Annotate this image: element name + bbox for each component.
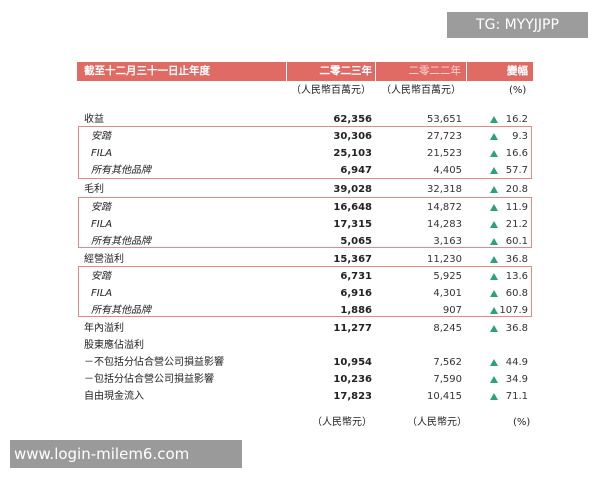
row-value-change: 11.9 <box>505 202 528 213</box>
up-arrow-icon <box>490 256 498 263</box>
row-label: 所有其他品牌 <box>91 165 151 176</box>
row-value-change: 34.9 <box>505 374 528 385</box>
row-value-prior: 4,301 <box>433 288 462 299</box>
row-label: FILA <box>91 288 113 299</box>
row-value-current: 17,315 <box>333 219 372 230</box>
row-value-current: 11,277 <box>333 323 372 334</box>
row-value-change: 57.7 <box>505 165 528 176</box>
row-value-prior: 7,562 <box>433 357 462 368</box>
up-arrow-icon <box>490 186 498 193</box>
row-label: 毛利 <box>84 184 104 195</box>
row-value-prior: 8,245 <box>433 323 462 334</box>
row-value-current: 15,367 <box>333 254 372 265</box>
watermark-bottom: www.login-milem6.com <box>10 440 242 468</box>
row-value-prior: 5,925 <box>433 271 462 282</box>
footer-unit-prior: （人民幣元） <box>407 417 467 428</box>
row-label: 收益 <box>84 114 104 125</box>
row-value-current: 5,065 <box>340 236 372 247</box>
up-arrow-icon <box>490 150 498 157</box>
row-value-prior: 7,590 <box>433 374 462 385</box>
gross-profit-brand-box <box>78 197 532 248</box>
row-label: FILA <box>91 219 113 230</box>
row-value-current: 62,356 <box>333 114 372 125</box>
row-value-current: 25,103 <box>333 148 372 159</box>
up-arrow-icon <box>490 359 498 366</box>
row-value-change: 36.8 <box>505 254 528 265</box>
row-value-change: 107.9 <box>499 305 528 316</box>
row-value-prior: 27,723 <box>427 131 462 142</box>
row-value-prior: 11,230 <box>427 254 462 265</box>
row-value-change: 60.8 <box>505 288 528 299</box>
row-value-prior: 4,405 <box>433 165 462 176</box>
unit-change: (%) <box>509 85 527 96</box>
row-value-change: 13.6 <box>505 271 528 282</box>
row-value-prior: 907 <box>442 305 462 316</box>
row-value-current: 10,954 <box>333 357 372 368</box>
up-arrow-icon <box>490 133 498 140</box>
row-label: 股東應佔溢利 <box>84 340 144 351</box>
row-label: －包括分佔合營公司損益影響 <box>84 374 214 385</box>
row-value-current: 17,823 <box>333 391 372 402</box>
header-year-current: 二零二三年 <box>287 62 375 81</box>
header-period-label: 截至十二月三十一日止年度 <box>77 62 286 81</box>
row-value-change: 36.8 <box>505 323 528 334</box>
header-change: 變幅 <box>467 62 533 81</box>
row-value-change: 16.2 <box>505 114 528 125</box>
up-arrow-icon <box>490 325 498 332</box>
row-value-current: 6,947 <box>340 165 372 176</box>
watermark-top: TG: MYYJJPP <box>447 12 588 38</box>
row-value-change: 44.9 <box>505 357 528 368</box>
row-label: 所有其他品牌 <box>91 236 151 247</box>
up-arrow-icon <box>490 393 498 400</box>
row-value-current: 16,648 <box>333 202 372 213</box>
row-label: 自由現金流入 <box>84 391 144 402</box>
row-value-change: 21.2 <box>505 219 528 230</box>
row-value-change: 16.6 <box>505 148 528 159</box>
row-value-prior: 14,283 <box>427 219 462 230</box>
up-arrow-icon <box>490 204 498 211</box>
row-label: 經營溢利 <box>84 254 124 265</box>
footer-unit-change: (%) <box>513 417 531 428</box>
row-value-prior: 21,523 <box>427 148 462 159</box>
row-label: 年內溢利 <box>84 323 124 334</box>
row-value-current: 6,731 <box>340 271 372 282</box>
up-arrow-icon <box>490 273 498 280</box>
row-value-current: 39,028 <box>333 184 372 195</box>
operating-profit-brand-box <box>78 266 532 317</box>
row-value-prior: 14,872 <box>427 202 462 213</box>
row-value-current: 6,916 <box>340 288 372 299</box>
up-arrow-icon <box>490 238 498 245</box>
up-arrow-icon <box>490 167 498 174</box>
row-label: 安踏 <box>91 202 111 213</box>
revenue-brand-box <box>78 126 532 179</box>
unit-prior: （人民幣百萬元） <box>381 85 461 96</box>
row-value-current: 10,236 <box>333 374 372 385</box>
row-value-prior: 53,651 <box>427 114 462 125</box>
row-value-prior: 10,415 <box>427 391 462 402</box>
row-label: －不包括分佔合營公司損益影響 <box>84 357 224 368</box>
unit-current: （人民幣百萬元） <box>291 85 371 96</box>
row-value-change: 9.3 <box>512 131 528 142</box>
row-label: 安踏 <box>91 271 111 282</box>
row-value-change: 60.1 <box>505 236 528 247</box>
up-arrow-icon <box>490 290 498 297</box>
row-label: FILA <box>91 148 113 159</box>
footer-unit-current: （人民幣元） <box>312 417 372 428</box>
row-label: 所有其他品牌 <box>91 305 151 316</box>
row-value-change: 71.1 <box>505 391 528 402</box>
up-arrow-icon <box>490 116 498 123</box>
up-arrow-icon <box>490 221 498 228</box>
up-arrow-icon <box>490 307 498 314</box>
row-value-current: 1,886 <box>340 305 372 316</box>
header-year-prior: 二零二二年 <box>376 62 466 81</box>
row-value-prior: 32,318 <box>427 184 462 195</box>
row-value-current: 30,306 <box>333 131 372 142</box>
row-label: 安踏 <box>91 131 111 142</box>
up-arrow-icon <box>490 376 498 383</box>
row-value-change: 20.8 <box>505 184 528 195</box>
row-value-prior: 3,163 <box>433 236 462 247</box>
